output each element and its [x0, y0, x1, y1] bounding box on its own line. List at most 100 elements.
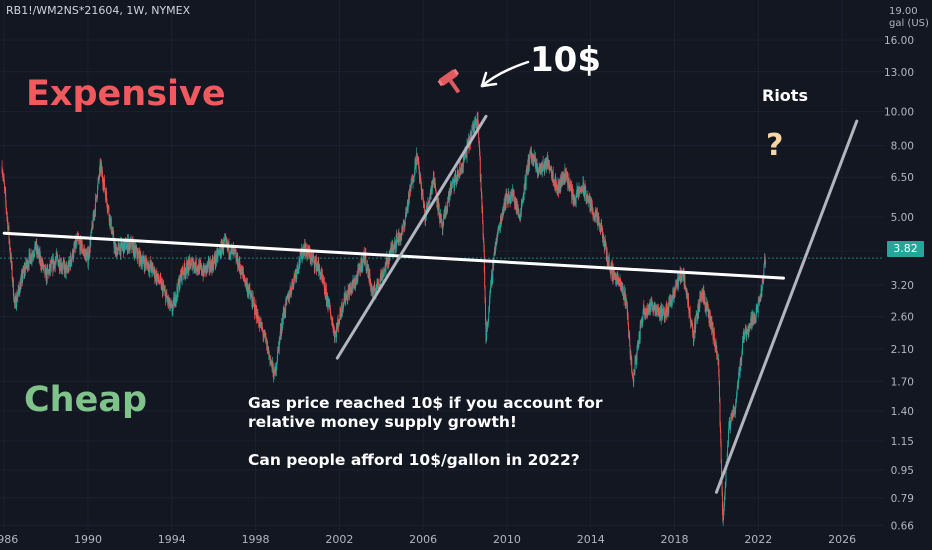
candle-body	[688, 311, 690, 314]
candle-body	[677, 279, 679, 286]
x-tick-label: 2002	[325, 533, 353, 546]
candle-body	[586, 194, 588, 200]
candle-body	[581, 188, 583, 190]
candle-body	[665, 306, 667, 313]
candle-body	[545, 158, 546, 162]
candle-body	[117, 245, 119, 250]
price-unit: 19.00 gal (US)	[889, 6, 929, 30]
candle-body	[408, 190, 410, 201]
candle-body	[506, 199, 508, 204]
candle-body	[16, 297, 18, 301]
candle-body	[91, 223, 93, 225]
candle-body	[433, 171, 435, 184]
candle-body	[638, 334, 640, 345]
candle-body	[516, 204, 518, 211]
current-price-tag[interactable]: 3.82	[887, 241, 924, 257]
candle-body	[501, 214, 503, 222]
candle-body	[736, 385, 738, 390]
y-tick-label: 16.00	[884, 35, 914, 47]
candle-body	[499, 228, 501, 230]
candle-body	[91, 230, 92, 231]
candle-body	[523, 185, 525, 195]
candle-body	[479, 151, 481, 157]
candle-body	[684, 274, 686, 288]
candle-body	[650, 303, 652, 310]
candle-body	[384, 268, 386, 270]
candle-body	[20, 275, 22, 280]
candle-body	[723, 511, 725, 519]
candle-body	[3, 178, 5, 184]
candle-body	[211, 262, 213, 265]
candle-body	[27, 259, 28, 270]
candle-body	[97, 177, 99, 183]
candle-body	[427, 201, 429, 209]
candle-body	[392, 245, 393, 252]
candle-body	[112, 231, 114, 234]
candle-body	[673, 289, 675, 297]
candle-body	[755, 316, 757, 320]
candle-body	[159, 276, 161, 279]
candle-body	[597, 219, 599, 226]
candle-body	[454, 179, 455, 189]
candle-body	[488, 311, 490, 319]
candle-body	[72, 250, 74, 259]
candle-body	[595, 209, 597, 216]
candle-body	[152, 264, 154, 267]
candle-body	[337, 320, 339, 322]
candle-body	[263, 335, 265, 337]
candle-body	[735, 402, 737, 403]
candle-body	[135, 249, 137, 255]
candle-body	[543, 166, 544, 168]
candle-body	[370, 281, 372, 290]
expensive-label: Expensive	[26, 74, 226, 114]
chart-grid	[0, 0, 884, 530]
candle-body	[643, 311, 645, 313]
candle-body	[673, 289, 675, 293]
candle-body	[662, 309, 664, 312]
candle-body	[740, 357, 742, 366]
candle-body	[754, 319, 756, 321]
candle-body	[576, 188, 578, 194]
candle-body	[651, 308, 653, 311]
candle-body	[284, 312, 286, 314]
candle-body	[642, 312, 644, 318]
candle-body	[117, 249, 119, 255]
candle-body	[192, 264, 194, 270]
candle-body	[86, 252, 88, 255]
candle-body	[727, 429, 729, 445]
candle-body	[263, 331, 265, 336]
candle-body	[33, 255, 35, 257]
candle-body	[437, 195, 439, 209]
candle-body	[349, 288, 351, 292]
candle-body	[688, 308, 690, 314]
candle-body	[709, 313, 711, 327]
candle-body	[761, 290, 763, 297]
candle-body	[175, 297, 177, 303]
candle-body	[353, 284, 355, 286]
candle-body	[625, 297, 627, 304]
candle-body	[158, 281, 160, 284]
candle-body	[377, 284, 379, 288]
candle-body	[230, 246, 232, 255]
candle-body	[309, 253, 311, 261]
candle-body	[520, 203, 522, 214]
candle-body	[252, 295, 254, 300]
candle-body	[253, 299, 254, 303]
candle-body	[743, 332, 745, 338]
candle-body	[448, 193, 450, 202]
candle-body	[121, 241, 123, 247]
riots-label: Riots	[762, 86, 808, 105]
y-tick-label: 2.10	[891, 344, 914, 356]
candle-body	[374, 285, 376, 291]
candle-body	[661, 317, 663, 319]
candle-body	[429, 198, 431, 200]
candle-body	[440, 218, 442, 220]
candle-body	[542, 161, 544, 168]
candle-body	[748, 323, 750, 332]
candle-body	[31, 254, 32, 261]
candle-body	[410, 190, 412, 192]
candle-body	[733, 406, 735, 415]
candle-body	[232, 247, 234, 251]
candle-body	[722, 518, 724, 522]
